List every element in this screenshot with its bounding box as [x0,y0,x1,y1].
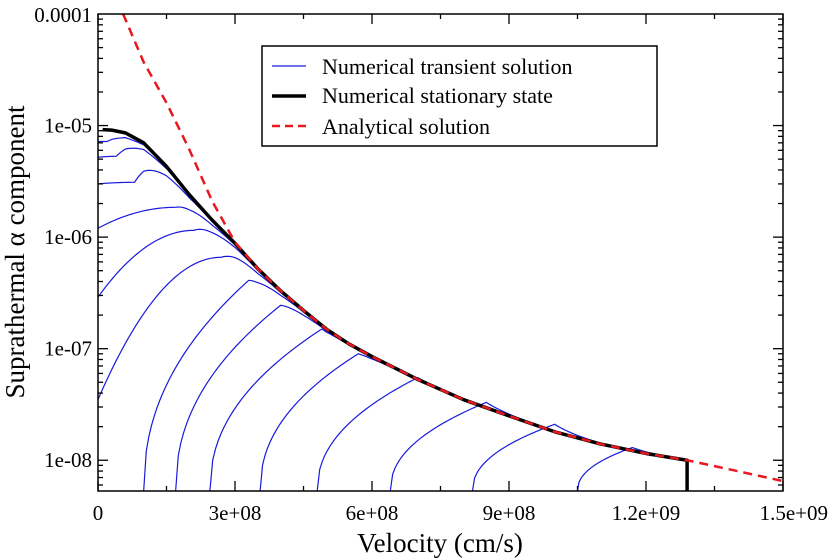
x-tick-label: 1.5e+09 [760,501,828,525]
y-axis: 0.0001 1e-05 1e-06 1e-07 1e-08 [34,3,783,486]
x-tick-label: 3e+08 [209,501,262,525]
x-tick-label: 0 [93,501,104,525]
y-tick-label: 1e-08 [44,448,92,472]
transient-curve [576,446,688,491]
y-tick-label: 1e-07 [44,337,92,361]
transient-curve [389,401,688,491]
y-tick-label: 1e-06 [44,225,92,249]
x-tick-label: 6e+08 [346,501,399,525]
y-tick-label: 0.0001 [34,3,92,27]
transient-curve [175,304,688,491]
transient-curve [98,137,688,461]
transient-curve [316,376,688,491]
x-tick-label: 9e+08 [483,501,536,525]
y-axis-title: Suprathermal α component [0,105,30,399]
analytical-curve [121,14,783,483]
x-axis: 0 3e+08 6e+08 9e+08 1.2e+09 1.5e+09 [93,14,828,525]
plot-curves [98,14,783,491]
legend: Numerical transient solution Numerical s… [261,45,658,147]
transient-curve [98,206,688,461]
legend-label-transient: Numerical transient solution [322,54,573,79]
transient-curve [259,353,688,491]
y-tick-label: 1e-05 [44,114,92,138]
legend-box [261,45,658,147]
legend-label-stationary: Numerical stationary state [322,83,553,108]
transient-curve [209,328,688,491]
transient-curve [98,255,688,461]
x-tick-label: 1.2e+09 [612,501,680,525]
transient-curve [98,169,688,461]
x-axis-title: Velocity (cm/s) [357,528,523,558]
stationary-curve [102,127,689,491]
legend-label-analytical: Analytical solution [322,114,490,139]
